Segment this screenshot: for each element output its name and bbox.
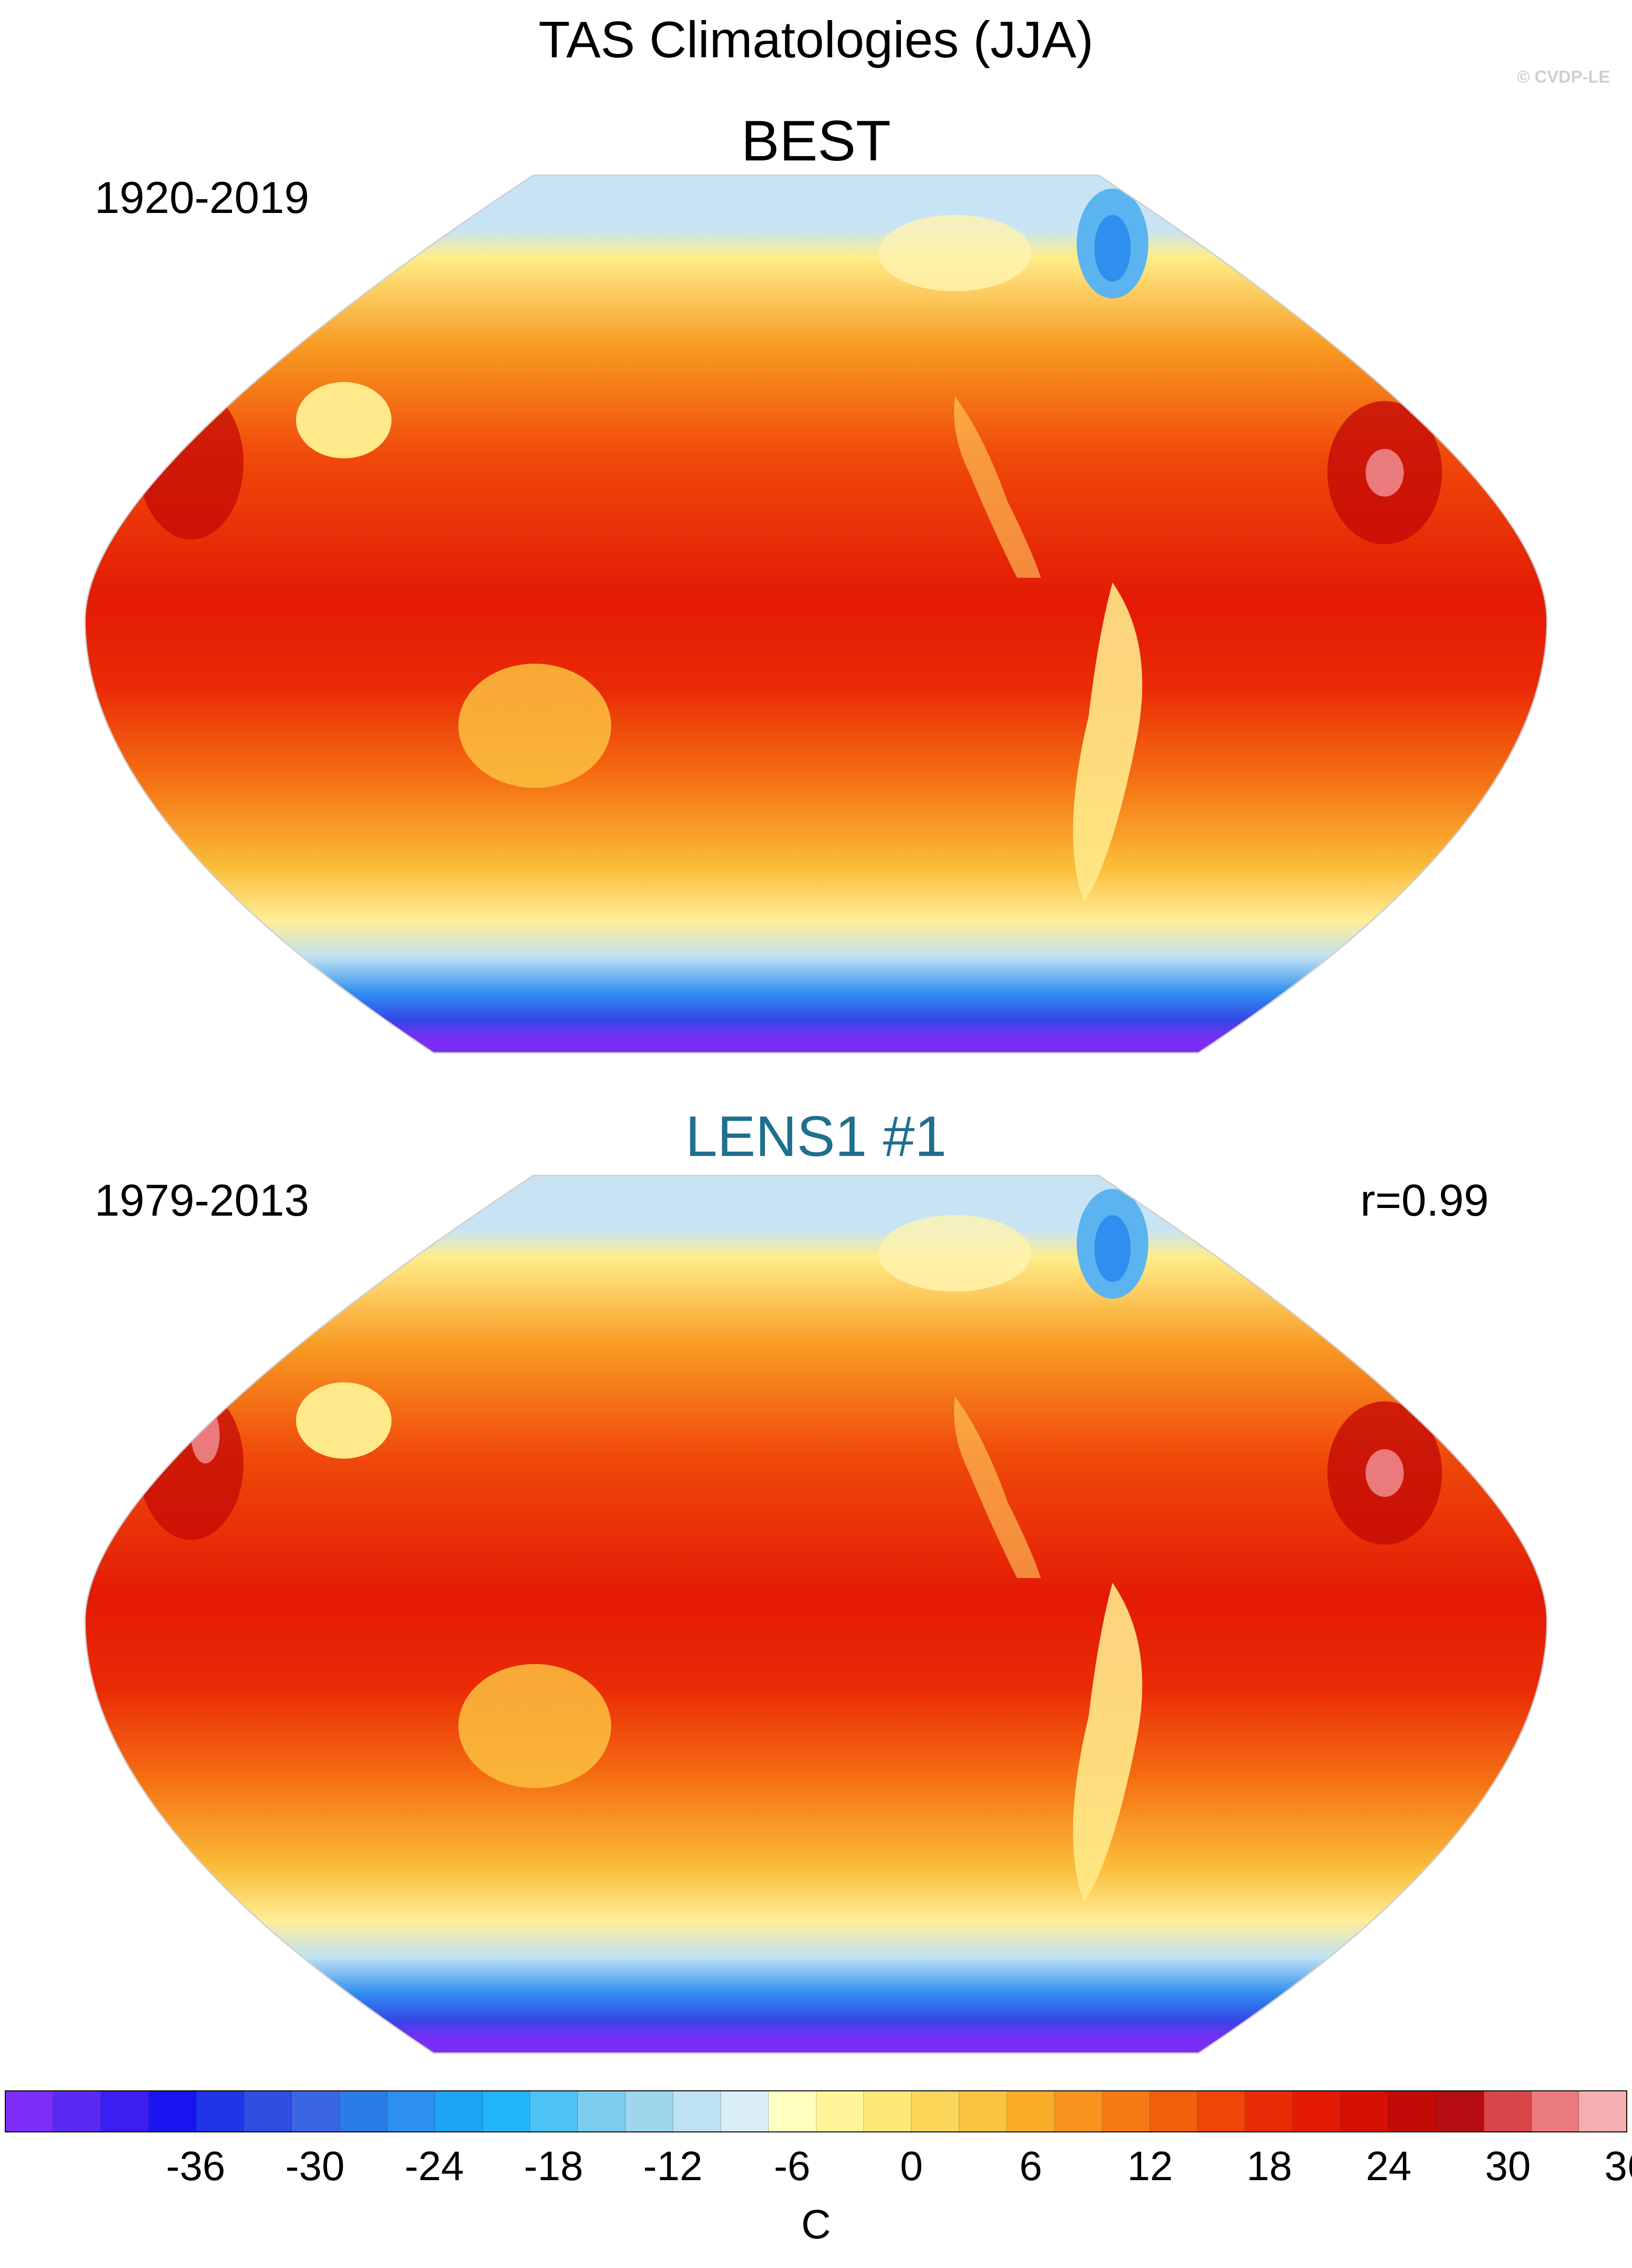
colorbar-box	[1436, 2091, 1484, 2131]
panel-period-reference: 1920-2019	[95, 172, 309, 223]
colorbar-tick-label: -18	[524, 2143, 583, 2189]
colorbar-box	[244, 2091, 292, 2131]
colorbar-box	[673, 2091, 721, 2131]
colorbar-box	[768, 2091, 816, 2131]
colorbar-box	[1245, 2091, 1293, 2131]
figure-title: TAS Climatologies (JJA)	[538, 11, 1094, 68]
panel-period-model: 1979-2013	[95, 1175, 309, 1225]
colorbar-box	[148, 2091, 197, 2131]
colorbar-box	[959, 2091, 1007, 2131]
copyright-watermark: © CVDP-LE	[1517, 67, 1610, 86]
colorbar-box	[482, 2091, 530, 2131]
colorbar-box	[864, 2091, 912, 2131]
colorbar-tick-label: 18	[1246, 2143, 1293, 2189]
colorbar-tick-label: -6	[774, 2143, 811, 2189]
colorbar-box	[1054, 2091, 1102, 2131]
colorbar-box	[1150, 2091, 1198, 2131]
colorbar-box	[1388, 2091, 1436, 2131]
colorbar-tick-label: 24	[1366, 2143, 1412, 2189]
colorbar-box	[434, 2091, 483, 2131]
colorbar-box	[578, 2091, 626, 2131]
colorbar-box	[387, 2091, 435, 2131]
colorbar-box	[1484, 2091, 1532, 2131]
panel-title-model: LENS1 #1	[685, 1104, 947, 1168]
colorbar-box	[1341, 2091, 1388, 2131]
colorbar-box	[196, 2091, 244, 2131]
colorbar-box	[6, 2091, 53, 2131]
colorbar-box	[1293, 2091, 1341, 2131]
panel-title-reference: BEST	[741, 109, 891, 173]
colorbar-tick-label: -36	[166, 2143, 225, 2189]
colorbar-tick-label: -30	[285, 2143, 345, 2189]
colorbar-box	[101, 2091, 149, 2131]
colorbar-tick-label: 36	[1604, 2143, 1632, 2189]
colorbar-tick-label: 0	[900, 2143, 923, 2189]
colorbar-tick-label: -24	[404, 2143, 464, 2189]
colorbar-box	[53, 2091, 101, 2131]
colorbar-box	[911, 2091, 960, 2131]
colorbar-box	[339, 2091, 387, 2131]
colorbar-tick-label: 12	[1127, 2143, 1173, 2189]
colorbar-tick-label: -12	[643, 2143, 703, 2189]
colorbar-box	[292, 2091, 340, 2131]
colorbar-box	[1531, 2091, 1579, 2131]
colorbar-tick-label: 6	[1019, 2143, 1042, 2189]
map-reference	[84, 174, 1548, 1054]
colorbar-box	[721, 2091, 769, 2131]
colorbar-box	[625, 2091, 674, 2131]
panel-pattern-correlation: r=0.99	[1360, 1175, 1489, 1225]
colorbar-unit-label: C	[801, 2202, 831, 2247]
colorbar-tick-label: 30	[1485, 2143, 1531, 2189]
colorbar-box	[816, 2091, 864, 2131]
colorbar-box	[1579, 2091, 1627, 2131]
map-model	[84, 1175, 1548, 2054]
colorbar	[5, 2090, 1627, 2132]
colorbar-box	[530, 2091, 578, 2131]
colorbar-box	[1007, 2091, 1055, 2131]
colorbar-box	[1102, 2091, 1150, 2131]
colorbar-box	[1198, 2091, 1246, 2131]
